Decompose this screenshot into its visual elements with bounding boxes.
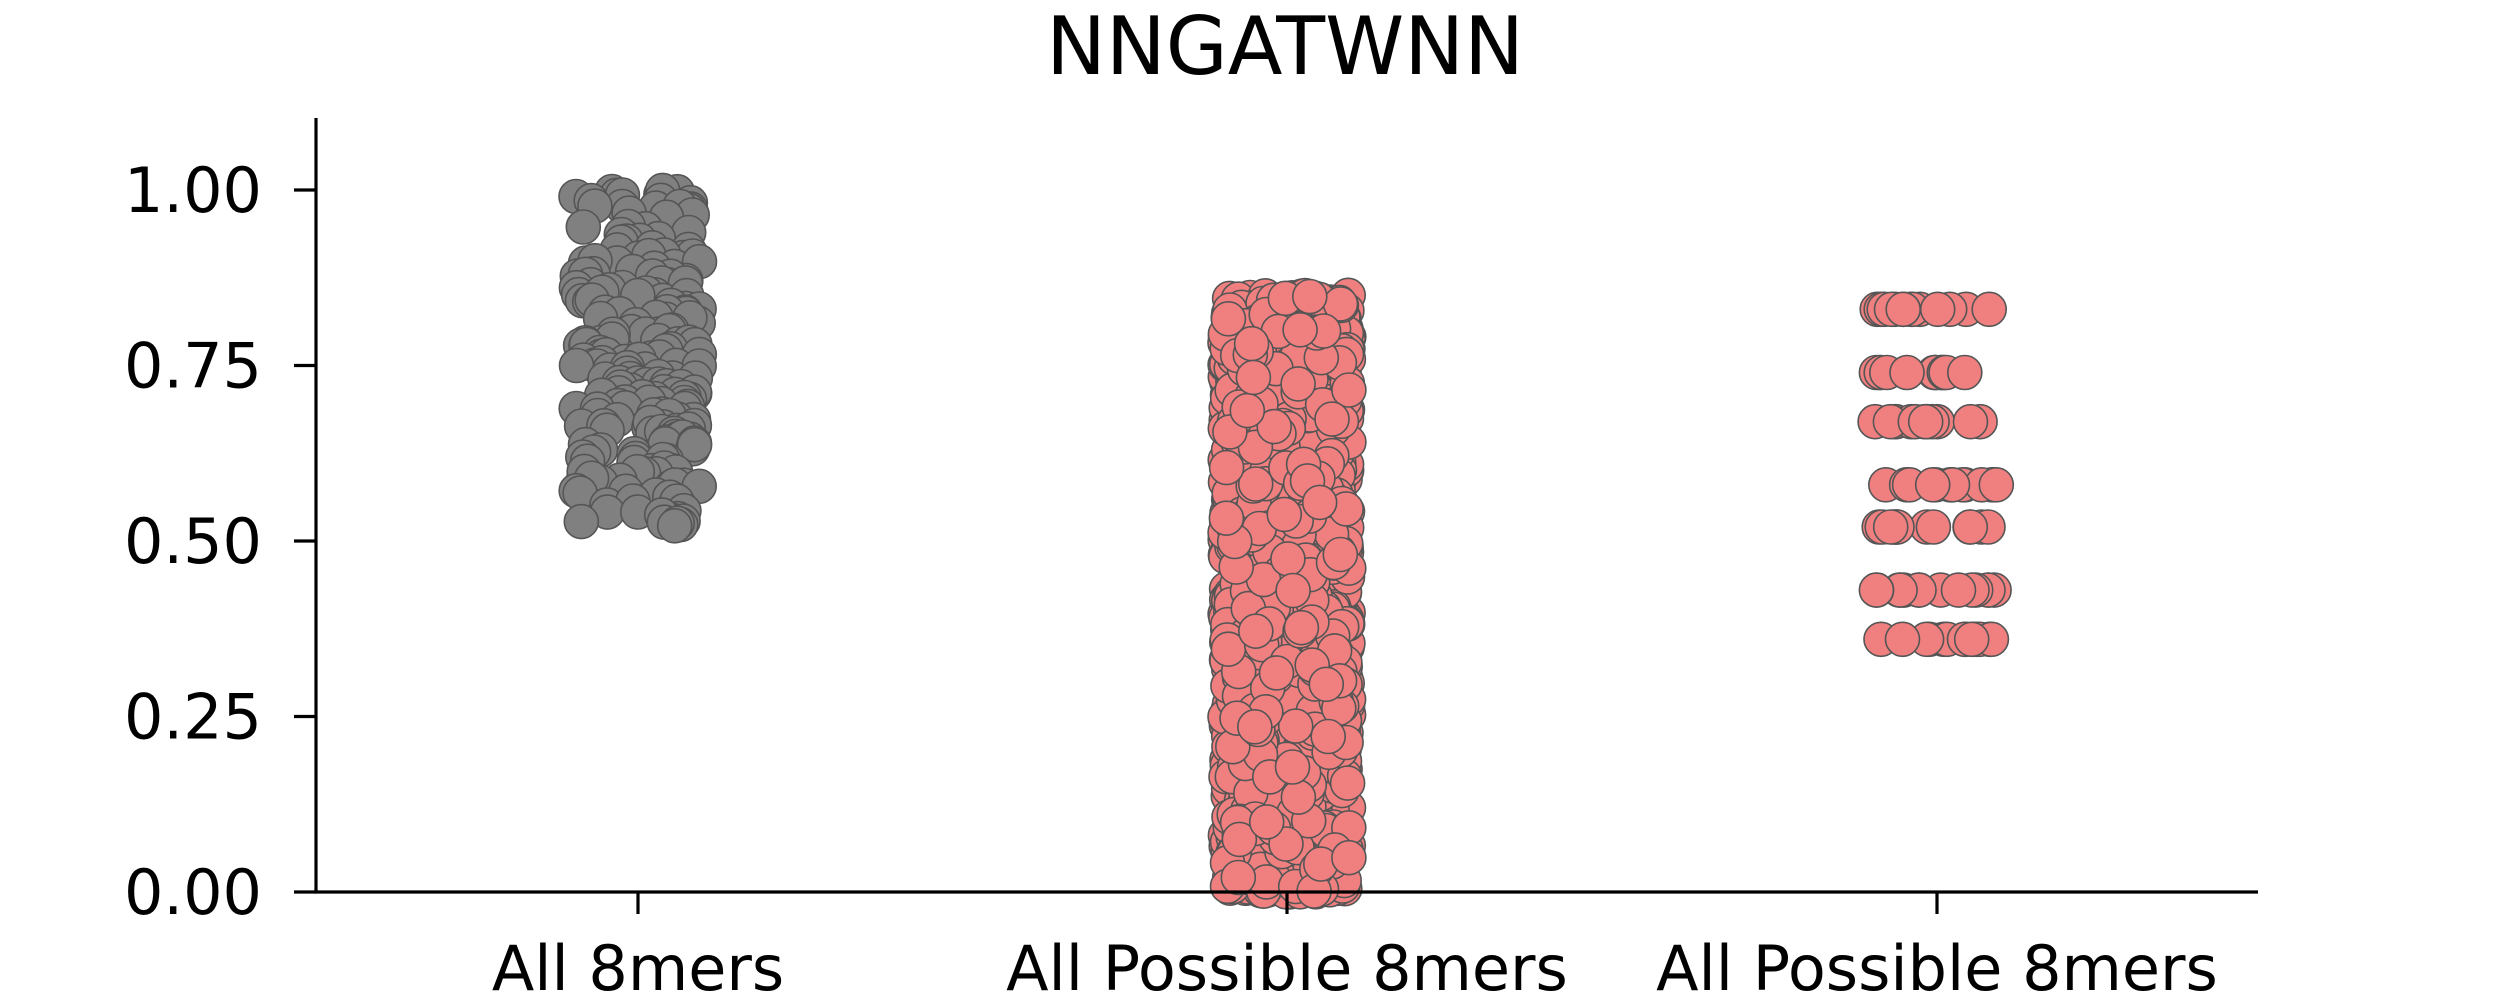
data-point <box>1885 291 1921 328</box>
data-point <box>1947 354 1983 391</box>
points-layer <box>558 172 2015 910</box>
x-tick-label: All Possible 8mers <box>1656 932 2218 1000</box>
data-point <box>1301 484 1338 521</box>
data-point <box>1914 466 1951 503</box>
data-point <box>565 209 602 245</box>
data-point <box>1258 655 1295 691</box>
data-point <box>1277 708 1314 744</box>
data-point <box>1274 749 1311 785</box>
data-point <box>1283 609 1320 646</box>
data-point <box>1331 372 1367 408</box>
x-axis-ticks: All 8mers All Possible 8mers All Possible … <box>492 892 2218 1000</box>
data-point <box>1915 509 1952 545</box>
data-point <box>1314 401 1350 437</box>
data-point <box>1238 613 1274 650</box>
data-point <box>1310 718 1346 755</box>
data-point <box>1971 291 2007 328</box>
y-tick-label: 0.75 <box>124 330 262 403</box>
data-point <box>1266 496 1303 533</box>
data-point <box>1978 466 2015 503</box>
data-point <box>1858 572 1895 608</box>
data-point <box>1282 311 1318 348</box>
data-point <box>1256 408 1292 445</box>
data-point <box>1237 708 1273 745</box>
data-point <box>1331 839 1367 876</box>
y-tick-label: 0.00 <box>124 856 262 929</box>
data-point <box>1889 354 1925 391</box>
data-point <box>1907 403 1944 440</box>
data-point <box>1210 300 1247 337</box>
data-point <box>1919 291 1956 328</box>
data-point <box>1235 359 1272 396</box>
data-point <box>1248 804 1285 840</box>
data-point <box>1940 572 1977 608</box>
data-point <box>1270 541 1306 577</box>
data-point <box>563 503 600 540</box>
data-point <box>1221 821 1258 858</box>
data-point <box>656 507 693 544</box>
data-point <box>1208 500 1245 537</box>
y-axis-ticks: 0.00 0.25 0.50 0.75 1.00 <box>124 154 316 929</box>
data-point <box>1322 536 1359 573</box>
chart-title: NNGATWNN <box>1046 0 1524 93</box>
y-tick-label: 0.50 <box>124 505 262 578</box>
data-point <box>1237 466 1274 502</box>
data-point <box>1275 572 1311 609</box>
data-point <box>1953 621 1990 658</box>
x-tick-label: All 8mers <box>492 932 784 1000</box>
y-tick-label: 1.00 <box>124 154 262 227</box>
data-point <box>1292 278 1328 315</box>
data-point <box>1872 509 1909 545</box>
data-point <box>1280 779 1317 816</box>
data-point <box>1884 621 1921 658</box>
data-point <box>676 426 713 463</box>
data-point <box>1280 366 1316 402</box>
data-point <box>1952 509 1989 545</box>
data-point <box>1229 392 1266 429</box>
data-point <box>1220 859 1257 896</box>
data-point <box>1208 449 1245 486</box>
data-point <box>1308 666 1345 703</box>
y-tick-label: 0.25 <box>124 681 262 754</box>
data-point <box>1329 765 1366 801</box>
x-tick-label: All Possible 8mers <box>1006 932 1568 1000</box>
data-point <box>1952 403 1989 440</box>
